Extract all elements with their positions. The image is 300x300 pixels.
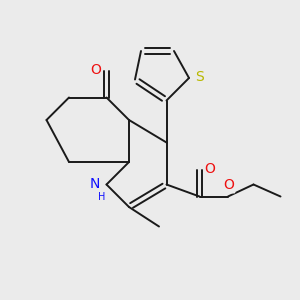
Text: S: S: [195, 70, 204, 84]
Text: N: N: [90, 177, 100, 191]
Text: O: O: [223, 178, 234, 192]
Text: O: O: [205, 162, 215, 176]
Text: H: H: [98, 192, 106, 202]
Text: O: O: [91, 63, 101, 77]
